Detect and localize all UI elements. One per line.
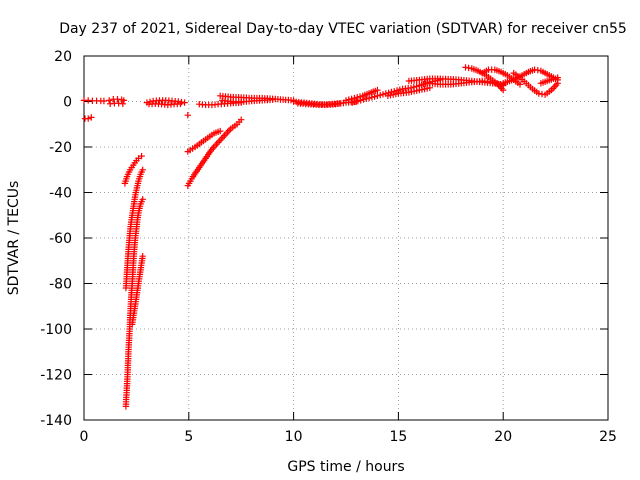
data-point — [119, 100, 126, 107]
plot-frame — [83, 55, 609, 421]
data-point — [181, 99, 188, 106]
y-tick-label: 0 — [63, 95, 72, 111]
series-seg-d — [107, 100, 126, 107]
data-point — [345, 96, 352, 103]
series-seg-i — [143, 97, 188, 106]
data-point — [360, 96, 367, 103]
data-point — [85, 115, 92, 122]
y-axis-title: SDTVAR / TECUs — [6, 181, 22, 296]
series-seg-y — [479, 66, 524, 88]
data-point — [357, 97, 364, 104]
series-seg-aa — [510, 69, 561, 98]
data-point — [500, 86, 507, 94]
data-point — [393, 87, 401, 94]
series-seg-c — [106, 96, 127, 104]
data-point — [139, 253, 146, 260]
data-point — [88, 114, 95, 121]
y-tick-label: -140 — [40, 413, 72, 429]
series-seg-k — [184, 112, 191, 119]
data-point — [354, 97, 362, 105]
data-point — [269, 96, 276, 103]
y-tick-label: -100 — [40, 322, 72, 338]
x-tick-label: 0 — [80, 429, 89, 445]
data-point — [356, 93, 364, 100]
series-seg-j — [145, 100, 184, 109]
data-point — [348, 95, 355, 102]
data-point — [516, 81, 524, 88]
series-seg-x — [462, 64, 507, 94]
data-point — [342, 97, 350, 104]
data-point — [363, 95, 370, 102]
series-seg-n — [196, 99, 245, 109]
x-axis-title: GPS time / hours — [287, 459, 404, 475]
data-point — [139, 166, 146, 173]
y-tick-label: -120 — [40, 368, 72, 384]
data-point — [351, 98, 359, 106]
series-seg-l — [184, 116, 245, 189]
y-tick-label: -80 — [49, 277, 72, 293]
data-point — [374, 92, 381, 99]
data-point — [377, 91, 384, 99]
y-tick-label: -40 — [49, 186, 72, 202]
x-tick-label: 25 — [599, 429, 617, 445]
data-point — [374, 86, 381, 94]
series-seg-a — [80, 97, 108, 105]
series-seg-p — [219, 96, 276, 106]
x-tick-label: 5 — [184, 429, 193, 445]
data-point — [184, 112, 191, 119]
data-point — [238, 116, 245, 123]
data-point — [351, 94, 358, 102]
data-point — [349, 99, 356, 106]
data-point — [554, 80, 561, 87]
series-seg-f — [122, 166, 146, 292]
data-point — [365, 94, 373, 102]
data-point — [336, 100, 343, 107]
y-tick-labels: 20 0 -20 -40 -60 -80 -100 -120 -140 — [40, 49, 72, 429]
series-seg-b — [81, 114, 95, 122]
data-points — [80, 64, 561, 410]
y-tick-label: 20 — [54, 49, 72, 65]
axis-ticks — [83, 55, 609, 421]
y-tick-label: -20 — [49, 140, 72, 156]
series-seg-u — [384, 84, 433, 99]
series-seg-ab — [537, 74, 561, 87]
data-point — [371, 93, 378, 100]
series-seg-h — [129, 253, 146, 328]
data-point — [534, 67, 541, 74]
data-point — [177, 100, 184, 107]
data-point — [354, 94, 361, 101]
data-point — [217, 127, 224, 135]
series-seg-z — [500, 66, 561, 87]
series-seg-m — [184, 127, 224, 155]
data-point — [379, 91, 387, 98]
series-seg-e — [121, 152, 145, 187]
grid — [84, 56, 608, 420]
data-point — [396, 86, 403, 93]
x-tick-label: 15 — [389, 429, 407, 445]
data-point — [550, 75, 557, 82]
x-tick-label: 10 — [285, 429, 303, 445]
y-tick-label: -60 — [49, 231, 72, 247]
data-point — [554, 74, 561, 81]
data-point — [106, 97, 113, 104]
data-point — [120, 97, 127, 104]
data-point — [465, 64, 472, 72]
x-tick-labels: 0 5 10 15 20 25 — [80, 429, 617, 445]
data-point — [139, 196, 146, 203]
chart-title: Day 237 of 2021, Sidereal Day-to-day VTE… — [59, 21, 627, 37]
series-seg-g — [122, 196, 146, 410]
data-point — [138, 152, 145, 160]
x-tick-label: 20 — [494, 429, 512, 445]
series-seg-r — [294, 100, 343, 109]
